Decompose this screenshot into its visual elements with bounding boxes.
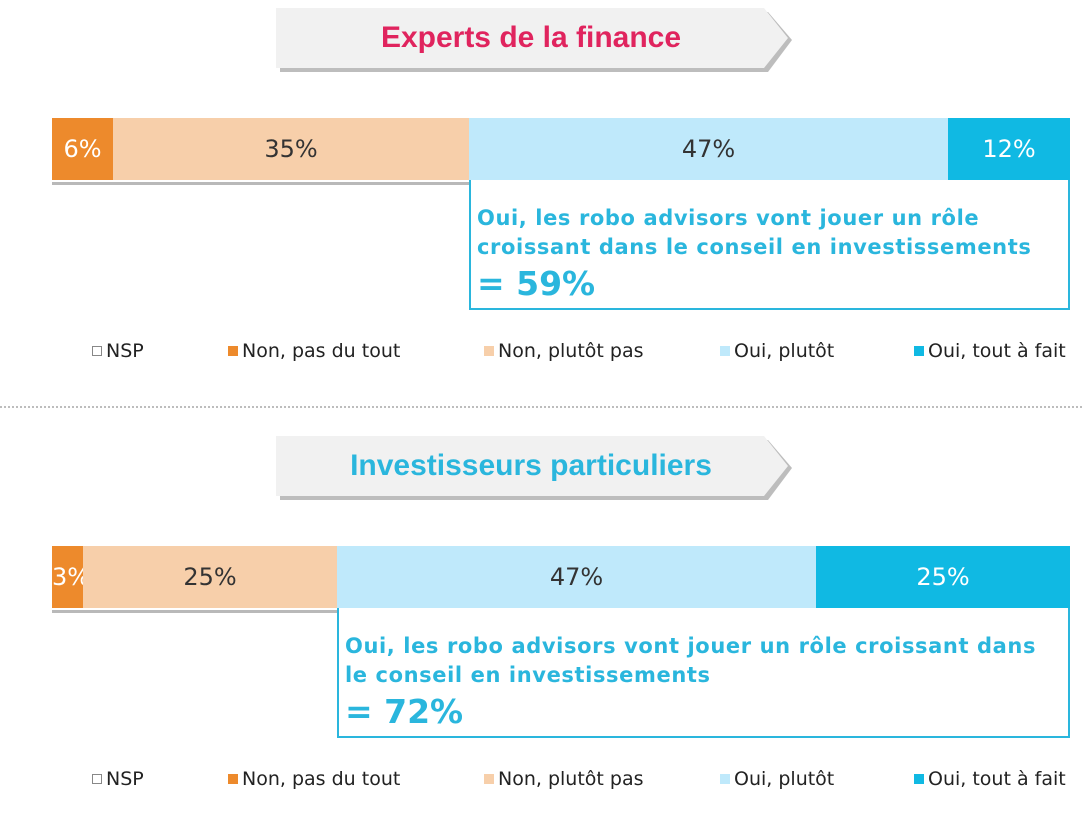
investisseurs-panel: Investisseurs particuliers 3% 25% 47% 25% O… (0, 428, 1082, 828)
legend-item: Oui, tout à fait (914, 766, 1066, 792)
legend-label: NSP (106, 340, 144, 362)
legend-item: Non, plutôt pas (484, 338, 644, 364)
legend-label: Oui, plutôt (734, 340, 835, 362)
legend-item: Oui, plutôt (720, 338, 834, 364)
legend-label: Non, plutôt pas (498, 768, 644, 790)
data-label: 6% (63, 135, 102, 163)
data-label: 12% (982, 135, 1036, 163)
legend-swatch (484, 346, 494, 356)
banner-arrow-shape (276, 436, 792, 500)
banner-arrow-shape (276, 8, 792, 72)
callout-text: Oui, les robo advisors vont jouer un rôl… (477, 206, 1032, 259)
data-label: 47% (681, 135, 736, 163)
data-label: 25% (183, 563, 237, 591)
legend-item: NSP (92, 766, 144, 792)
stacked-bar: 3% 25% 47% 25% (52, 546, 1070, 608)
legend-item: Non, pas du tout (228, 338, 400, 364)
bar-segment: 25% (816, 546, 1070, 608)
callout-total: = 72% (345, 692, 464, 731)
callout-total: = 59% (477, 264, 596, 303)
callout-box: Oui, les robo advisors vont jouer un rôl… (337, 608, 1070, 738)
legend-label: Oui, tout à fait (928, 768, 1066, 790)
legend-label: Oui, plutôt (734, 768, 835, 790)
legend: NSP Non, pas du tout Non, plutôt pas Oui, p… (0, 766, 1082, 792)
experts-panel: Experts de la finance 6% 35% 47% 12% Oui, l… (0, 0, 1082, 400)
chart-title-banner: Investisseurs particuliers (276, 436, 796, 500)
data-label: 35% (264, 135, 318, 163)
legend-label: Non, plutôt pas (498, 340, 644, 362)
legend-label: Non, pas du tout (242, 340, 401, 362)
legend-label: NSP (106, 768, 144, 790)
legend: NSP Non, pas du tout Non, plutôt pas Oui, p… (0, 338, 1082, 364)
legend-swatch (914, 774, 924, 784)
legend-item: Non, pas du tout (228, 766, 400, 792)
legend-item: Oui, plutôt (720, 766, 834, 792)
legend-item: Oui, tout à fait (914, 338, 1066, 364)
legend-swatch (92, 346, 102, 356)
legend-swatch (228, 346, 238, 356)
bar-segment: 47% (337, 546, 816, 608)
legend-swatch (228, 774, 238, 784)
legend-swatch (720, 346, 730, 356)
data-label: 47% (549, 563, 604, 591)
callout-text: Oui, les robo advisors vont jouer un rôl… (345, 634, 1037, 687)
bar-segment: 6% (52, 118, 113, 180)
legend-swatch (720, 774, 730, 784)
bar-segment: 25% (83, 546, 337, 608)
legend-swatch (484, 774, 494, 784)
bar-segment: 47% (469, 118, 948, 180)
callout-box: Oui, les robo advisors vont jouer un rôl… (469, 180, 1070, 310)
bar-segment: 3% (52, 546, 90, 608)
bar-segment: 35% (113, 118, 469, 180)
legend-item: NSP (92, 338, 144, 364)
legend-label: Oui, tout à fait (928, 340, 1066, 362)
section-divider (0, 406, 1082, 408)
legend-label: Non, pas du tout (242, 768, 401, 790)
chart-title: Investisseurs particuliers (350, 449, 712, 482)
bar-segment: 12% (948, 118, 1070, 180)
legend-item: Non, plutôt pas (484, 766, 644, 792)
data-label: 25% (916, 563, 970, 591)
legend-swatch (92, 774, 102, 784)
chart-title-banner: Experts de la finance (276, 8, 796, 72)
legend-swatch (914, 346, 924, 356)
stacked-bar: 6% 35% 47% 12% (52, 118, 1070, 180)
chart-title: Experts de la finance (380, 21, 682, 54)
